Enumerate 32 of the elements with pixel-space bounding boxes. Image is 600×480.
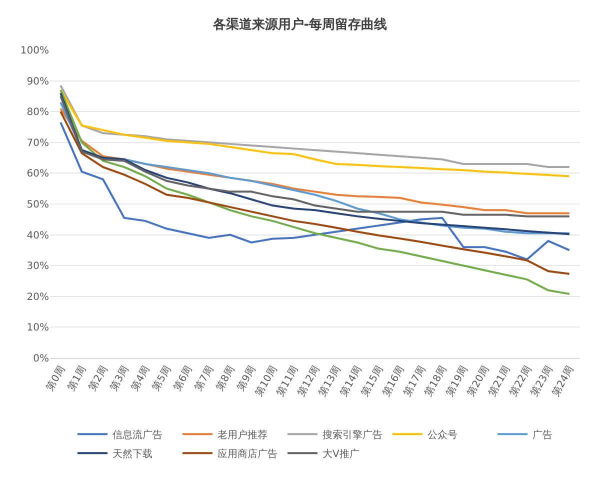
y-tick-label: 80% [26, 107, 49, 118]
legend-label: 信息流广告 [112, 429, 162, 441]
x-tick-label: 第7周 [192, 364, 216, 393]
legend-label: 公众号 [428, 429, 458, 441]
line-series [60, 110, 570, 275]
y-tick-label: 90% [26, 76, 49, 88]
x-tick-label: 第6周 [171, 364, 195, 393]
y-tick-label: 100% [20, 46, 49, 56]
line-series [60, 89, 570, 295]
chart-title: 各渠道来源用户-每周留存曲线 [212, 16, 388, 32]
legend-label: 老用户推荐 [218, 429, 268, 441]
x-tick-label: 第0周 [44, 364, 68, 393]
legend-label: 大V推广 [322, 448, 360, 460]
x-tick-label: 第4周 [128, 364, 152, 393]
y-tick-label: 20% [26, 292, 49, 303]
legend-label: 搜索引擎广告 [322, 429, 382, 441]
y-tick-label: 10% [26, 322, 49, 334]
legend-label: 广告 [532, 429, 552, 441]
x-tick-label: 第1周 [65, 364, 89, 393]
y-tick-label: 30% [26, 261, 49, 272]
y-tick-label: 60% [26, 168, 49, 180]
y-tick-label: 70% [26, 138, 49, 149]
y-tick-label: 0% [33, 354, 49, 364]
legend-label: 应用商店广告 [218, 448, 278, 460]
x-tick-label: 第8周 [214, 364, 238, 393]
legend-label: 天然下载 [112, 448, 152, 460]
x-tick-label: 第3周 [108, 364, 132, 393]
x-tick-label: 第5周 [150, 364, 174, 393]
line-series [60, 121, 570, 260]
y-tick-label: 50% [26, 200, 49, 210]
x-tick-label: 第2周 [86, 364, 110, 393]
y-tick-label: 40% [26, 230, 49, 242]
